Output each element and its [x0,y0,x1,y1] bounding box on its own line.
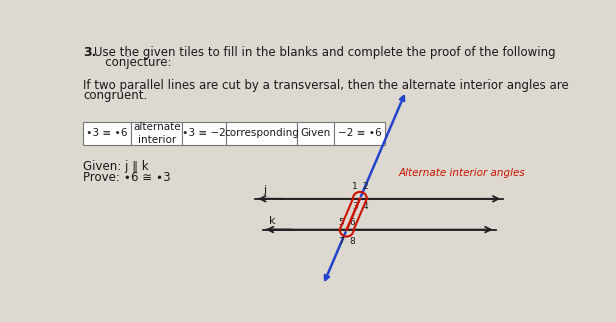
Text: 2: 2 [362,182,368,191]
FancyBboxPatch shape [83,122,131,145]
FancyBboxPatch shape [334,122,386,145]
FancyBboxPatch shape [182,122,226,145]
Text: ∙3 ≡ −2: ∙3 ≡ −2 [182,128,226,138]
Text: ∙3 ≡ ∙6: ∙3 ≡ ∙6 [86,128,128,138]
Text: 7: 7 [339,237,344,246]
Text: congruent.: congruent. [83,89,147,102]
Text: conjecture:: conjecture: [94,56,171,69]
Text: 1: 1 [352,182,357,191]
Text: 8: 8 [349,237,355,246]
Text: 3.: 3. [83,46,97,59]
Text: Use the given tiles to fill in the blanks and complete the proof of the followin: Use the given tiles to fill in the blank… [94,46,556,59]
Text: alternate
interior: alternate interior [133,122,180,145]
FancyBboxPatch shape [297,122,334,145]
Text: Given: Given [301,128,331,138]
FancyBboxPatch shape [226,122,297,145]
Text: 3: 3 [352,202,357,211]
Text: 5: 5 [339,218,344,226]
Text: 6: 6 [349,218,355,226]
Text: corresponding: corresponding [224,128,299,138]
FancyBboxPatch shape [131,122,182,145]
Text: Alternate interior angles: Alternate interior angles [399,168,525,178]
Text: j: j [263,185,266,195]
Text: Given: j ∥ k: Given: j ∥ k [83,160,149,173]
Text: Prove: ∙6 ≅ ∙3: Prove: ∙6 ≅ ∙3 [83,171,171,184]
Text: 4: 4 [362,202,368,211]
Text: If two parallel lines are cut by a transversal, then the alternate interior angl: If two parallel lines are cut by a trans… [83,79,569,92]
Text: −2 ≡ ∙6: −2 ≡ ∙6 [338,128,382,138]
Text: k: k [269,216,275,226]
